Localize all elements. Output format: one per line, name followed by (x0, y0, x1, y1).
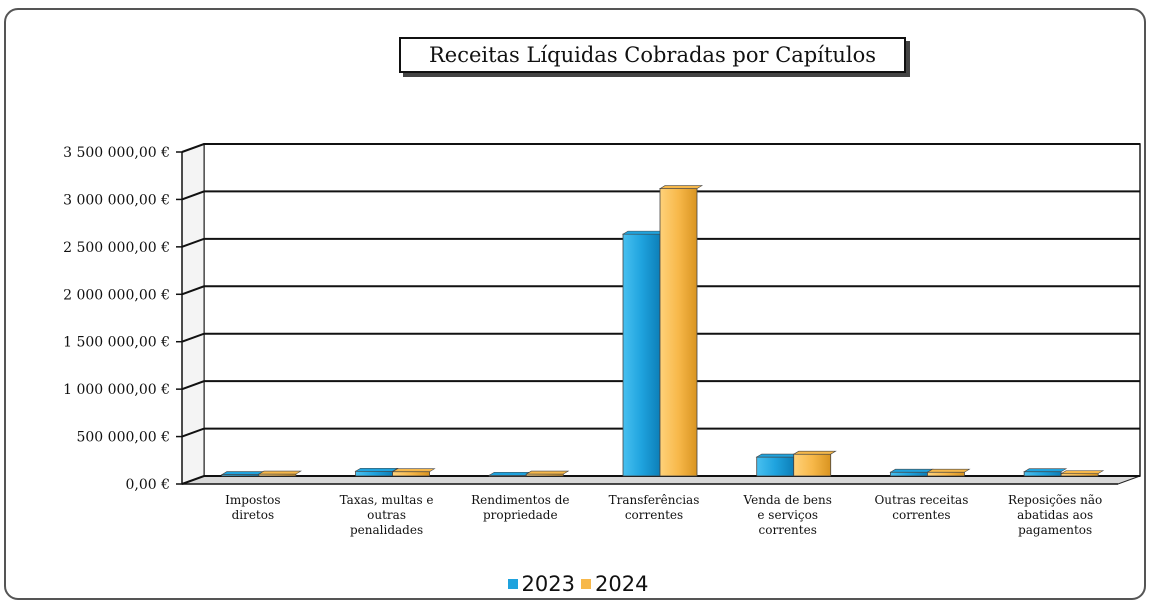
bar-top-2024 (792, 450, 837, 455)
gridline (181, 332, 1140, 343)
y-tick-label: 2 000 000,00 € (63, 287, 170, 303)
y-tick-label: 3 500 000,00 € (63, 145, 170, 161)
bar-top-2023 (488, 471, 533, 476)
bar-top-2024 (1060, 470, 1105, 474)
x-tick-label: correntes (625, 508, 683, 522)
y-tick-label: 500 000,00 € (76, 430, 170, 446)
bar-2024 (1060, 473, 1099, 477)
bar-top-2023 (220, 471, 265, 475)
plot-floor (181, 475, 1141, 485)
gridline (181, 143, 1140, 153)
gridline (181, 427, 1140, 438)
x-tick-label: Reposições não (1008, 493, 1102, 507)
y-tick-label: 0,00 € (125, 477, 170, 493)
y-tick-label: 3 000 000,00 € (63, 192, 170, 208)
bar-2024 (927, 471, 965, 477)
legend-item: 2024 (581, 572, 648, 596)
gridline (181, 380, 1140, 391)
bar-2023 (890, 471, 928, 477)
bar-2023 (622, 233, 661, 477)
bar-top-2024 (257, 470, 302, 475)
gridline (181, 237, 1140, 248)
y-tick-label: 2 500 000,00 € (63, 240, 170, 256)
y-tick-label: 1 500 000,00 € (63, 335, 170, 351)
gridline (181, 190, 1140, 201)
bar-top-2024 (658, 185, 704, 189)
x-tick-label: propriedade (483, 508, 558, 522)
legend-swatch (581, 579, 591, 589)
x-tick-label: correntes (892, 508, 950, 522)
bar-top-2023 (755, 453, 800, 458)
legend-label: 2023 (521, 572, 575, 596)
x-tick-label: correntes (759, 523, 817, 537)
legend: 2023 2024 (0, 572, 1156, 596)
x-tick-label: abatidas aos (1017, 508, 1093, 522)
bar-2023 (1023, 471, 1062, 477)
bar-2024 (659, 188, 698, 477)
gridline (181, 285, 1140, 296)
y-tick-label: 1 000 000,00 € (63, 382, 170, 398)
bar-top-2024 (525, 470, 570, 475)
x-tick-label: Outras receitas (874, 493, 968, 507)
bar-2024 (793, 453, 832, 477)
bar-top-2023 (621, 230, 667, 235)
x-tick-label: pagamentos (1018, 523, 1092, 537)
legend-swatch (507, 579, 518, 589)
legend-label: 2024 (595, 572, 649, 596)
bar-top-2023 (354, 467, 399, 472)
legend-item: 2023 (507, 572, 575, 596)
x-tick-label: Venda de bens (743, 493, 832, 507)
x-tick-label: e serviços (757, 508, 818, 522)
bar-top-2024 (391, 468, 436, 473)
x-tick-label: Rendimentos de (471, 493, 569, 507)
bar-2024 (392, 471, 430, 477)
bar-top-2023 (889, 468, 934, 473)
bar-2023 (756, 456, 795, 477)
chart-title: Receitas Líquidas Cobradas por Capítulos (399, 37, 906, 73)
x-tick-label: diretos (232, 508, 275, 522)
bar-top-2023 (1023, 468, 1068, 473)
x-tick-label: Taxas, multas e (340, 493, 434, 507)
x-tick-label: Transferências (609, 493, 700, 507)
x-tick-label: outras (367, 508, 406, 522)
bar-2023 (355, 470, 393, 477)
x-tick-label: Impostos (225, 493, 280, 507)
x-tick-label: penalidades (350, 523, 423, 537)
bar-top-2024 (926, 468, 971, 473)
